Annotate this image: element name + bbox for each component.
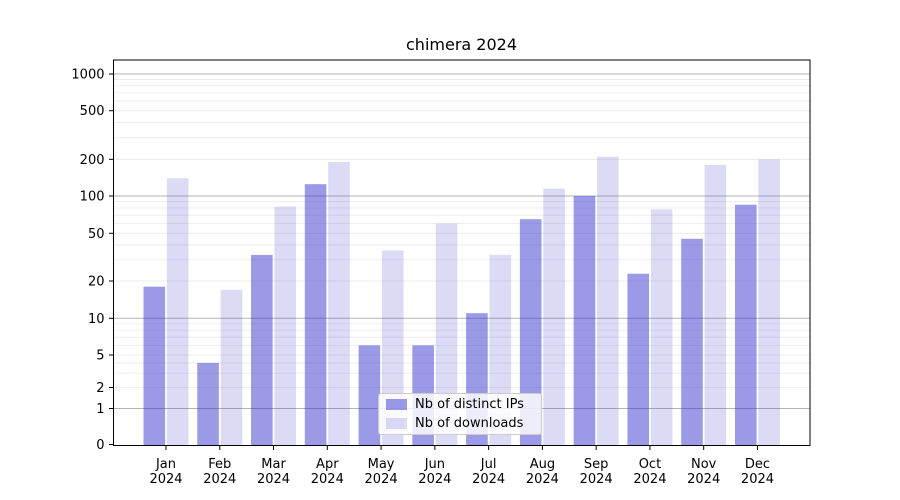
bar-downloads-nov <box>704 164 727 446</box>
x-tick-label-month: Oct <box>639 457 661 472</box>
legend-item-distinct-ips: Nb of distinct IPs <box>386 397 534 412</box>
x-tick-label-year: 2024 <box>472 472 505 487</box>
plot-frame <box>113 59 811 446</box>
x-axis: Jan2024Feb2024Mar2024Apr2024May2024Jun20… <box>149 445 774 487</box>
y-tick-label: 100 <box>80 190 105 205</box>
x-tick-label-year: 2024 <box>418 472 451 487</box>
bar-downloads-feb <box>220 289 243 446</box>
chart-title: chimera 2024 <box>406 35 517 54</box>
bars <box>143 156 780 446</box>
bar-distinct-ips-may <box>358 345 381 446</box>
y-axis: 0 1 2 5 10 20 50 100 200 500 1000 <box>71 68 114 453</box>
legend-label-distinct-ips: Nb of distinct IPs <box>415 397 524 413</box>
x-tick-label-year: 2024 <box>687 472 720 487</box>
y-tick-label: 20 <box>88 275 105 290</box>
bar-downloads-aug <box>543 188 565 446</box>
y-tick-label: 2 <box>96 381 104 396</box>
bar-distinct-ips-dec <box>734 204 757 446</box>
bar-distinct-ips-apr <box>304 184 327 446</box>
x-tick-label-month: Jun <box>424 457 445 472</box>
x-tick-label-year: 2024 <box>580 472 613 487</box>
x-tick-label-month: Dec <box>745 457 770 472</box>
bar-downloads-sep <box>597 156 619 446</box>
bar-distinct-ips-mar <box>251 254 273 446</box>
x-tick-label-month: Aug <box>530 457 555 472</box>
y-tick-label: 1000 <box>71 68 104 83</box>
bar-distinct-ips-nov <box>681 238 703 446</box>
y-tick-label: 0 <box>96 438 104 453</box>
legend-label-downloads: Nb of downloads <box>415 415 524 431</box>
bar-downloads-mar <box>274 206 297 446</box>
legend-swatch-downloads-icon <box>386 417 407 429</box>
x-tick-label-year: 2024 <box>311 472 344 487</box>
x-tick-label-year: 2024 <box>526 472 559 487</box>
x-tick-label-year: 2024 <box>741 472 774 487</box>
legend: Nb of distinct IPs Nb of downloads <box>378 393 542 435</box>
x-tick-label-year: 2024 <box>257 472 290 487</box>
y-tick-label: 500 <box>80 104 105 119</box>
x-tick-label-month: Apr <box>316 457 339 472</box>
x-tick-label-month: Nov <box>691 457 717 472</box>
bar-downloads-dec <box>758 159 780 446</box>
bar-distinct-ips-oct <box>627 273 650 446</box>
bar-distinct-ips-aug <box>519 219 542 446</box>
x-tick-label-month: Sep <box>584 457 609 472</box>
y-tick-label: 200 <box>80 153 105 168</box>
x-tick-label-month: Feb <box>208 457 231 472</box>
x-tick-label-year: 2024 <box>149 472 182 487</box>
bar-downloads-oct <box>650 209 673 446</box>
x-tick-label-month: Jan <box>155 457 176 472</box>
legend-swatch-distinct-ips-icon <box>386 399 407 411</box>
bar-distinct-ips-sep <box>573 196 596 446</box>
x-tick-label-month: Mar <box>261 457 286 472</box>
y-tick-label: 10 <box>88 312 105 327</box>
bar-downloads-apr <box>328 162 350 446</box>
x-tick-label-year: 2024 <box>633 472 666 487</box>
x-tick-label-year: 2024 <box>365 472 398 487</box>
y-tick-label: 5 <box>96 349 104 364</box>
bar-downloads-jun <box>435 223 458 446</box>
bar-downloads-jan <box>166 178 189 446</box>
y-tick-label: 1 <box>96 402 104 417</box>
legend-item-downloads: Nb of downloads <box>386 416 534 431</box>
x-tick-label-year: 2024 <box>203 472 236 487</box>
bar-distinct-ips-jan <box>143 286 166 446</box>
x-tick-label-month: May <box>368 457 395 472</box>
bar-distinct-ips-feb <box>197 362 219 446</box>
x-tick-label-month: Jul <box>480 457 497 472</box>
y-tick-label: 50 <box>88 227 105 242</box>
